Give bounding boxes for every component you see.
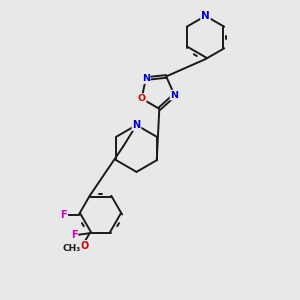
Text: F: F <box>71 230 77 240</box>
Text: N: N <box>201 11 210 21</box>
Text: CH₃: CH₃ <box>63 244 81 253</box>
Text: N: N <box>132 120 141 130</box>
Text: O: O <box>137 94 146 103</box>
Text: N: N <box>170 91 178 100</box>
Text: O: O <box>80 241 88 251</box>
Text: F: F <box>61 209 67 220</box>
Text: N: N <box>142 74 150 83</box>
